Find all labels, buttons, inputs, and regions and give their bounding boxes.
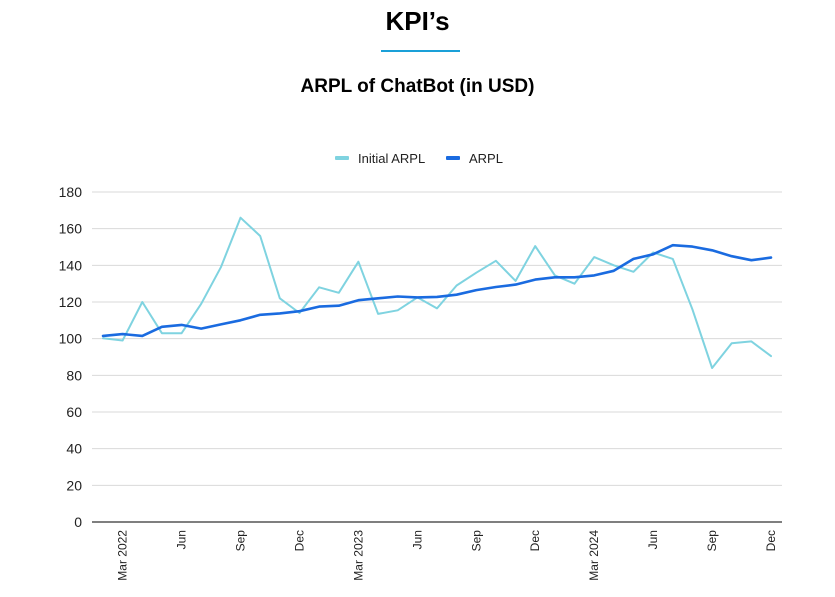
y-tick-label: 140: [59, 257, 83, 273]
x-tick-label: Dec: [292, 530, 306, 551]
x-tick-label: Jun: [175, 530, 189, 549]
x-tick-label: Jun: [410, 530, 424, 549]
title-underline: [381, 50, 460, 52]
y-tick-label: 60: [66, 404, 82, 420]
legend[interactable]: Initial ARPL ARPL: [335, 151, 503, 166]
x-tick-label: Dec: [764, 530, 778, 551]
y-tick-label: 100: [59, 331, 83, 347]
legend-label: ARPL: [469, 151, 503, 166]
x-tick-label: Jun: [646, 530, 660, 549]
page-title: KPI’s: [385, 6, 450, 36]
legend-label: Initial ARPL: [358, 151, 425, 166]
y-tick-label: 20: [66, 477, 82, 493]
y-tick-label: 160: [59, 221, 83, 237]
x-tick-label: Mar 2024: [587, 530, 601, 581]
x-tick-label: Mar 2022: [116, 530, 130, 581]
y-tick-label: 40: [66, 441, 82, 457]
legend-item-arpl[interactable]: ARPL: [446, 151, 503, 166]
legend-swatch: [335, 156, 349, 160]
y-axis-ticks: 0 20 40 60 80 100 120 140 160 180: [59, 184, 83, 530]
series-lines: [101, 216, 773, 369]
chart-title: ARPL of ChatBot (in USD): [300, 76, 535, 97]
grid-lines: [92, 191, 782, 523]
x-axis-ticks: Mar 2022 Jun Sep Dec Mar 2023 Jun Sep Dec Mar 20…: [116, 530, 778, 581]
legend-swatch: [446, 156, 460, 160]
x-tick-label: Dec: [528, 530, 542, 551]
x-tick-label: Sep: [705, 530, 719, 552]
x-tick-label: Sep: [234, 530, 248, 552]
y-tick-label: 120: [59, 294, 83, 310]
x-tick-label: Sep: [469, 530, 483, 552]
y-tick-label: 0: [74, 514, 82, 530]
series-line-initial-arpl: [102, 216, 772, 369]
y-tick-label: 180: [59, 184, 83, 200]
x-tick-label: Mar 2023: [351, 530, 365, 581]
legend-item-initial-arpl[interactable]: Initial ARPL: [335, 151, 425, 166]
y-tick-label: 80: [66, 367, 82, 383]
series-line-arpl: [101, 243, 773, 338]
